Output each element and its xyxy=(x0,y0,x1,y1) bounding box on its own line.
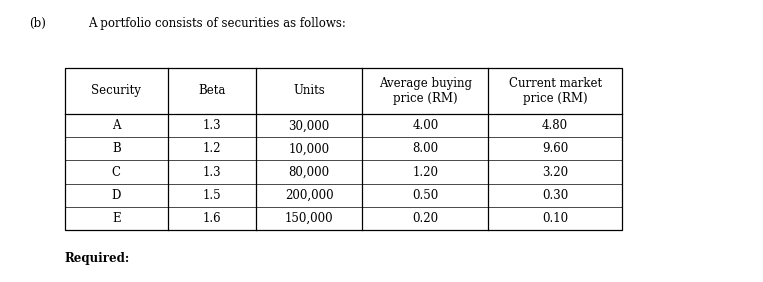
Text: Required:: Required: xyxy=(65,252,130,265)
Text: 0.50: 0.50 xyxy=(412,189,439,202)
Text: 200,000: 200,000 xyxy=(285,189,333,202)
Bar xyxy=(65,68,622,230)
Text: Units: Units xyxy=(293,84,325,98)
Text: D: D xyxy=(111,189,121,202)
Text: 1.2: 1.2 xyxy=(202,142,221,155)
Text: 0.20: 0.20 xyxy=(412,212,439,225)
Text: Current market
price (RM): Current market price (RM) xyxy=(508,77,602,105)
Text: 3.20: 3.20 xyxy=(542,166,568,179)
Text: 10,000: 10,000 xyxy=(288,142,330,155)
Text: Security: Security xyxy=(92,84,141,98)
Text: (b): (b) xyxy=(29,17,46,30)
Text: 30,000: 30,000 xyxy=(288,119,330,132)
Text: A portfolio consists of securities as follows:: A portfolio consists of securities as fo… xyxy=(88,17,346,30)
Text: 1.20: 1.20 xyxy=(412,166,439,179)
Text: 4.00: 4.00 xyxy=(412,119,439,132)
Text: Beta: Beta xyxy=(198,84,225,98)
Text: 150,000: 150,000 xyxy=(285,212,333,225)
Text: B: B xyxy=(112,142,121,155)
Text: C: C xyxy=(112,166,121,179)
Text: 1.5: 1.5 xyxy=(202,189,221,202)
Text: 80,000: 80,000 xyxy=(288,166,330,179)
Text: 0.10: 0.10 xyxy=(542,212,568,225)
Text: 0.30: 0.30 xyxy=(542,189,568,202)
Text: 4.80: 4.80 xyxy=(542,119,568,132)
Text: E: E xyxy=(112,212,121,225)
Text: 1.3: 1.3 xyxy=(202,166,221,179)
Text: Average buying
price (RM): Average buying price (RM) xyxy=(379,77,472,105)
Text: 9.60: 9.60 xyxy=(542,142,568,155)
Text: 1.6: 1.6 xyxy=(202,212,221,225)
Text: 8.00: 8.00 xyxy=(412,142,439,155)
Text: 1.3: 1.3 xyxy=(202,119,221,132)
Text: A: A xyxy=(112,119,121,132)
